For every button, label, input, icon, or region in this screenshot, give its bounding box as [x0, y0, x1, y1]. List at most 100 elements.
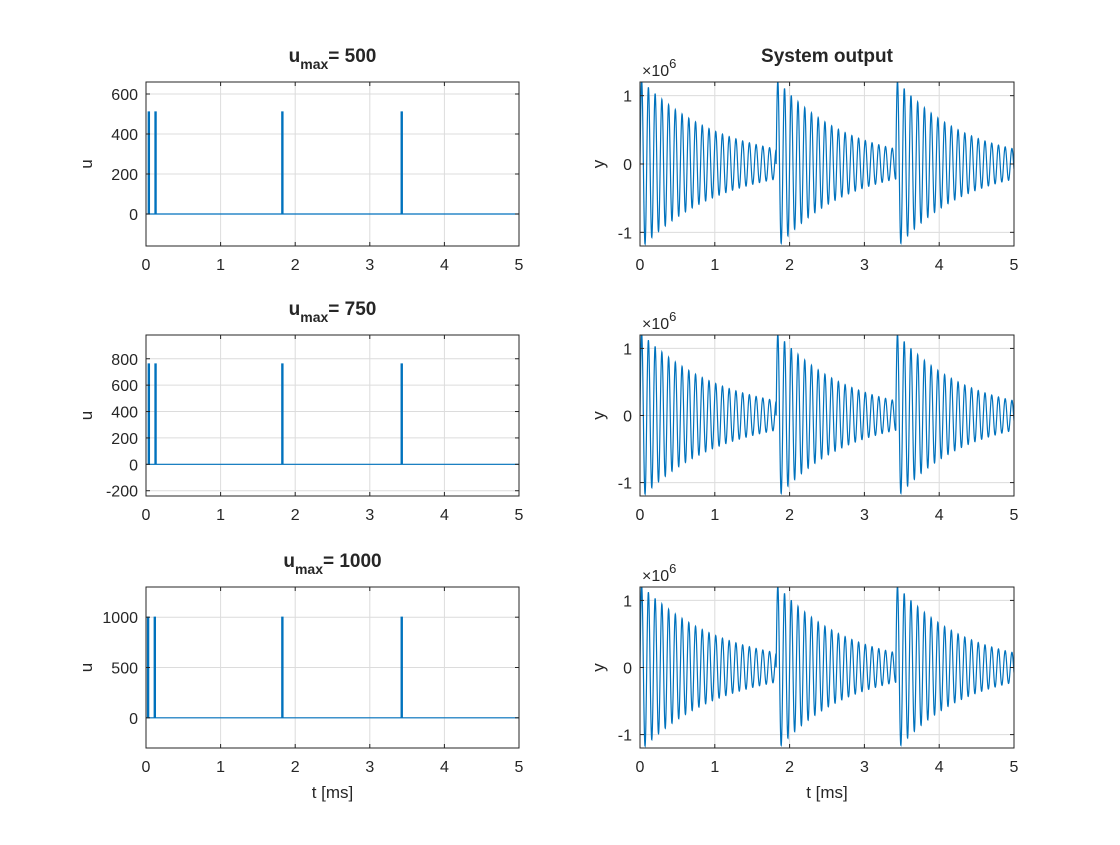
title-subscript: max — [295, 561, 323, 577]
x-tick-label: 5 — [515, 257, 524, 274]
y-tick-label: 800 — [111, 352, 138, 369]
series-group — [146, 363, 519, 465]
chart-title: umax= 500 — [289, 46, 377, 72]
y-tick-label: -1 — [618, 476, 632, 493]
title-base: System output — [761, 46, 894, 67]
x-tick-label: 5 — [1010, 759, 1019, 776]
title-subscript: max — [300, 56, 328, 72]
exponent-base: ×10 — [642, 568, 669, 585]
y-tick-label: 0 — [129, 711, 138, 728]
y-tick-label: 600 — [111, 378, 138, 395]
x-tick-label: 0 — [142, 507, 151, 524]
x-tick-label: 5 — [1010, 257, 1019, 274]
y-tick-label: 0 — [129, 207, 138, 224]
y-tick-label: -200 — [106, 484, 138, 501]
y-axis-label: y — [589, 159, 608, 168]
exponent-label: ×106 — [642, 56, 676, 80]
x-tick-label: 0 — [142, 759, 151, 776]
y-tick-label: 0 — [623, 661, 632, 678]
y-tick-label: 1 — [623, 341, 632, 358]
exponent-base: ×10 — [642, 63, 669, 80]
x-tick-label: 4 — [440, 257, 449, 274]
x-tick-label: 1 — [710, 759, 719, 776]
x-axis-label: t [ms] — [312, 783, 354, 802]
y-axis-label: u — [77, 663, 96, 672]
x-tick-label: 0 — [636, 759, 645, 776]
series-line-y2-0 — [640, 335, 1014, 496]
x-tick-label: 1 — [710, 257, 719, 274]
exponent-power: 6 — [669, 309, 676, 324]
x-tick-label: 3 — [860, 759, 869, 776]
series-group — [146, 111, 519, 215]
title-rest: = 1000 — [323, 551, 382, 572]
title-rest: = 500 — [328, 46, 376, 67]
x-tick-label: 4 — [440, 759, 449, 776]
y-axis-label: u — [77, 411, 96, 420]
x-tick-label: 3 — [365, 257, 374, 274]
x-tick-label: 3 — [365, 759, 374, 776]
y-axis-label: y — [589, 411, 608, 420]
axes-box — [145, 334, 520, 497]
x-tick-label: 5 — [1010, 507, 1019, 524]
x-tick-label: 1 — [216, 759, 225, 776]
x-tick-label: 5 — [515, 759, 524, 776]
y-axis-label: y — [589, 663, 608, 672]
x-tick-label: 4 — [935, 759, 944, 776]
x-tick-label: 3 — [365, 507, 374, 524]
y-tick-label: 400 — [111, 405, 138, 422]
title-base: u — [289, 46, 301, 67]
y-tick-label: 200 — [111, 431, 138, 448]
y-tick-label: 1 — [623, 593, 632, 610]
series-line-u500-0 — [146, 111, 519, 215]
title-subscript: max — [300, 309, 328, 325]
x-tick-label: 2 — [785, 759, 794, 776]
y-tick-label: -1 — [618, 225, 632, 242]
series-group — [640, 587, 1014, 748]
y-tick-label: 0 — [129, 457, 138, 474]
y-tick-label: -1 — [618, 728, 632, 745]
x-tick-label: 1 — [216, 507, 225, 524]
title-base: u — [289, 299, 301, 320]
y-tick-label: 0 — [623, 409, 632, 426]
series-line-u750-0 — [146, 363, 519, 465]
chart-title: umax= 1000 — [283, 551, 381, 577]
plot-area — [146, 335, 519, 496]
y-tick-label: 1 — [623, 89, 632, 106]
x-tick-label: 4 — [935, 257, 944, 274]
x-tick-label: 2 — [291, 759, 300, 776]
x-tick-label: 4 — [440, 507, 449, 524]
title-base: u — [283, 551, 295, 572]
series-line-y1-0 — [640, 82, 1014, 246]
chart-title: System output — [761, 46, 894, 67]
title-rest: = 750 — [328, 299, 376, 320]
exponent-base: ×10 — [642, 316, 669, 333]
y-tick-label: 1000 — [102, 610, 138, 627]
x-tick-label: 0 — [636, 257, 645, 274]
x-axis-label: t [ms] — [806, 783, 848, 802]
series-group — [640, 335, 1014, 496]
x-tick-label: 3 — [860, 257, 869, 274]
chart-title: umax= 750 — [289, 299, 377, 325]
series-group — [640, 82, 1014, 246]
exponent-label: ×106 — [642, 309, 676, 333]
x-tick-label: 4 — [935, 507, 944, 524]
x-tick-label: 3 — [860, 507, 869, 524]
y-tick-label: 600 — [111, 87, 138, 104]
exponent-power: 6 — [669, 56, 676, 71]
x-tick-label: 0 — [142, 257, 151, 274]
plot-area — [146, 82, 519, 246]
exponent-power: 6 — [669, 561, 676, 576]
y-axis-label: u — [77, 159, 96, 168]
x-tick-label: 0 — [636, 507, 645, 524]
x-tick-label: 2 — [291, 257, 300, 274]
x-tick-label: 5 — [515, 507, 524, 524]
exponent-label: ×106 — [642, 561, 676, 585]
